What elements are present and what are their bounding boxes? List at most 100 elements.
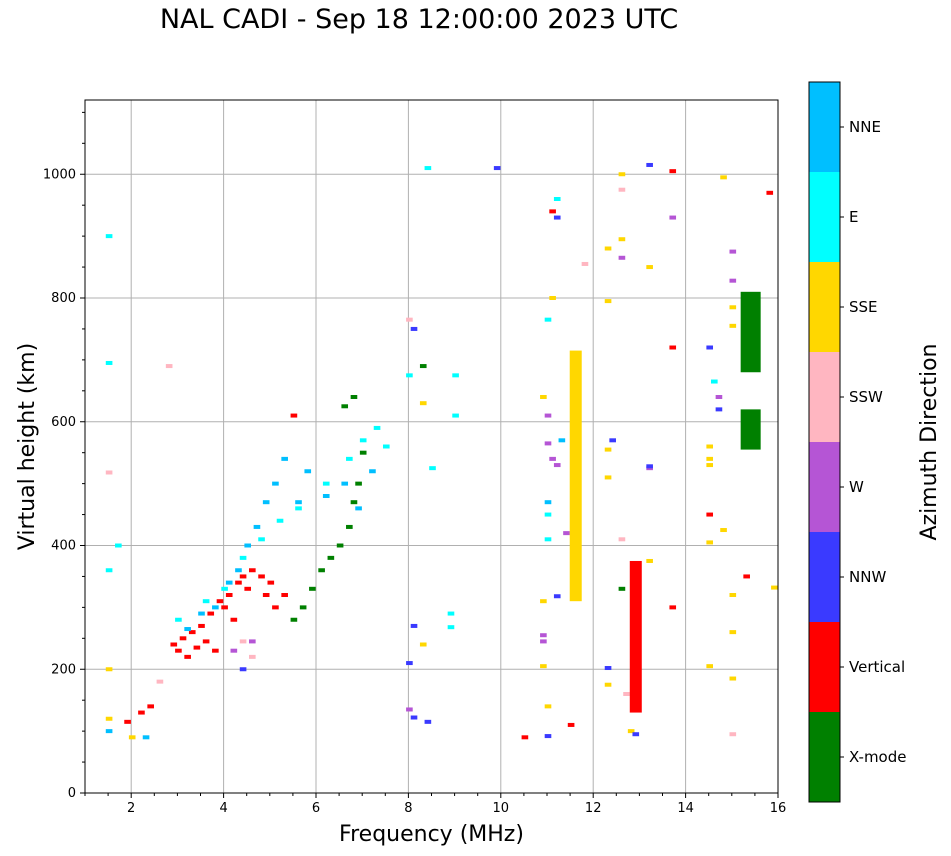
data-point-vertical — [669, 345, 677, 350]
y-axis-label: Virtual height (km) — [15, 343, 40, 550]
data-point-ssw — [239, 639, 247, 644]
data-point-e — [452, 413, 459, 418]
data-point-sse — [706, 456, 714, 461]
data-point-vertical — [221, 605, 228, 610]
data-point-nne — [558, 438, 566, 443]
data-point-e — [544, 512, 552, 517]
data-point-sse — [706, 444, 714, 449]
data-point-nne — [281, 456, 288, 461]
data-point-vertical — [170, 642, 178, 647]
data-point-vertical — [212, 648, 219, 653]
data-point-sse — [544, 704, 552, 709]
data-point-e — [544, 317, 552, 322]
data-point-vertical — [175, 648, 182, 653]
data-point-vertical — [235, 580, 242, 585]
data-point-sse — [604, 299, 612, 304]
y-tick-label: 600 — [51, 415, 76, 430]
data-point-vertical — [290, 413, 298, 418]
data-point-x-mode — [336, 543, 344, 548]
data-point-nnw — [406, 661, 413, 666]
data-point-ssw — [249, 654, 256, 659]
data-point-sse — [419, 642, 427, 647]
colorbar-label-x-mode: X-mode — [849, 748, 906, 766]
colorbar-swatch-sse — [809, 262, 840, 352]
colorbar-label-nnw: NNW — [849, 568, 886, 586]
data-point-vertical — [138, 710, 145, 715]
data-point-e — [175, 617, 182, 622]
data-point-sse — [540, 395, 547, 399]
data-point-sse — [604, 475, 612, 480]
data-point-w — [553, 463, 561, 468]
data-point-sse — [604, 447, 612, 452]
chart-title: NAL CADI - Sep 18 12:00:00 2023 UTC — [159, 4, 679, 35]
data-point-nne — [244, 543, 252, 548]
data-point-ssw — [729, 732, 737, 737]
data-point-w — [544, 413, 552, 418]
data-point-vertical — [549, 209, 556, 214]
data-point-x-mode — [355, 481, 362, 486]
data-point-vertical — [198, 623, 205, 628]
x-tick-label: 2 — [127, 801, 135, 816]
colorbar-label-vertical: Vertical — [849, 658, 905, 676]
data-point-nne — [253, 524, 261, 529]
data-point-vertical — [179, 636, 187, 641]
data-point-w — [249, 639, 256, 644]
data-point-vertical — [202, 639, 210, 644]
echo-strip-column-15.3-upper — [740, 291, 761, 373]
data-point-w — [540, 639, 547, 644]
data-point-e — [346, 456, 353, 461]
data-point-nnw — [544, 734, 552, 739]
data-point-nnw — [646, 162, 653, 167]
data-point-sse — [604, 246, 612, 251]
data-point-x-mode — [309, 586, 316, 591]
colorbar-frame — [808, 81, 841, 803]
data-point-nne — [544, 500, 552, 505]
data-point-nne — [322, 494, 330, 498]
colorbar-swatch-vertical — [809, 622, 840, 712]
data-point-e — [322, 481, 330, 486]
data-point-sse — [105, 716, 113, 721]
data-point-nnw — [632, 732, 640, 737]
data-point-e — [239, 555, 247, 560]
colorbar-label-w: W — [849, 478, 864, 496]
data-point-ssw — [623, 692, 630, 696]
data-point-nne — [105, 729, 113, 734]
data-point-e — [115, 543, 122, 548]
data-point-x-mode — [350, 500, 358, 505]
data-point-e — [202, 599, 210, 604]
data-point-w — [715, 395, 723, 399]
echo-strip-column-12.9 — [629, 560, 642, 713]
data-point-vertical — [743, 574, 750, 579]
colorbar-swatch-nne — [809, 82, 840, 172]
x-tick-label: 12 — [585, 801, 602, 816]
data-point-nnw — [410, 623, 418, 628]
data-point-x-mode — [359, 450, 367, 455]
data-point-vertical — [272, 605, 279, 610]
data-point-x-mode — [618, 586, 626, 591]
data-point-w — [618, 255, 626, 260]
y-tick-label: 800 — [51, 291, 76, 306]
x-axis-label: Frequency (MHz) — [339, 822, 524, 847]
data-point-nne — [225, 580, 233, 585]
data-point-ssw — [618, 537, 626, 542]
data-point-nnw — [553, 215, 561, 220]
data-point-vertical — [669, 605, 677, 610]
x-tick-label: 6 — [312, 801, 320, 816]
data-point-vertical — [147, 704, 154, 709]
colorbar: X-mode Vertical NNW W SSW SSE E NNE — [808, 81, 906, 803]
echo-strip-column-11.6 — [569, 350, 582, 602]
data-point-nne — [341, 481, 349, 486]
data-point-nnw — [424, 719, 432, 724]
data-point-sse — [729, 593, 737, 597]
data-point-sse — [540, 599, 547, 604]
data-point-nnw — [410, 326, 418, 331]
data-point-nne — [212, 605, 219, 610]
data-point-nne — [295, 500, 302, 505]
data-point-vertical — [669, 169, 677, 174]
data-point-sse — [729, 305, 737, 310]
data-point-e — [221, 586, 228, 591]
data-point-e — [447, 625, 455, 630]
data-point-vertical — [124, 719, 131, 724]
data-point-sse — [618, 172, 626, 177]
